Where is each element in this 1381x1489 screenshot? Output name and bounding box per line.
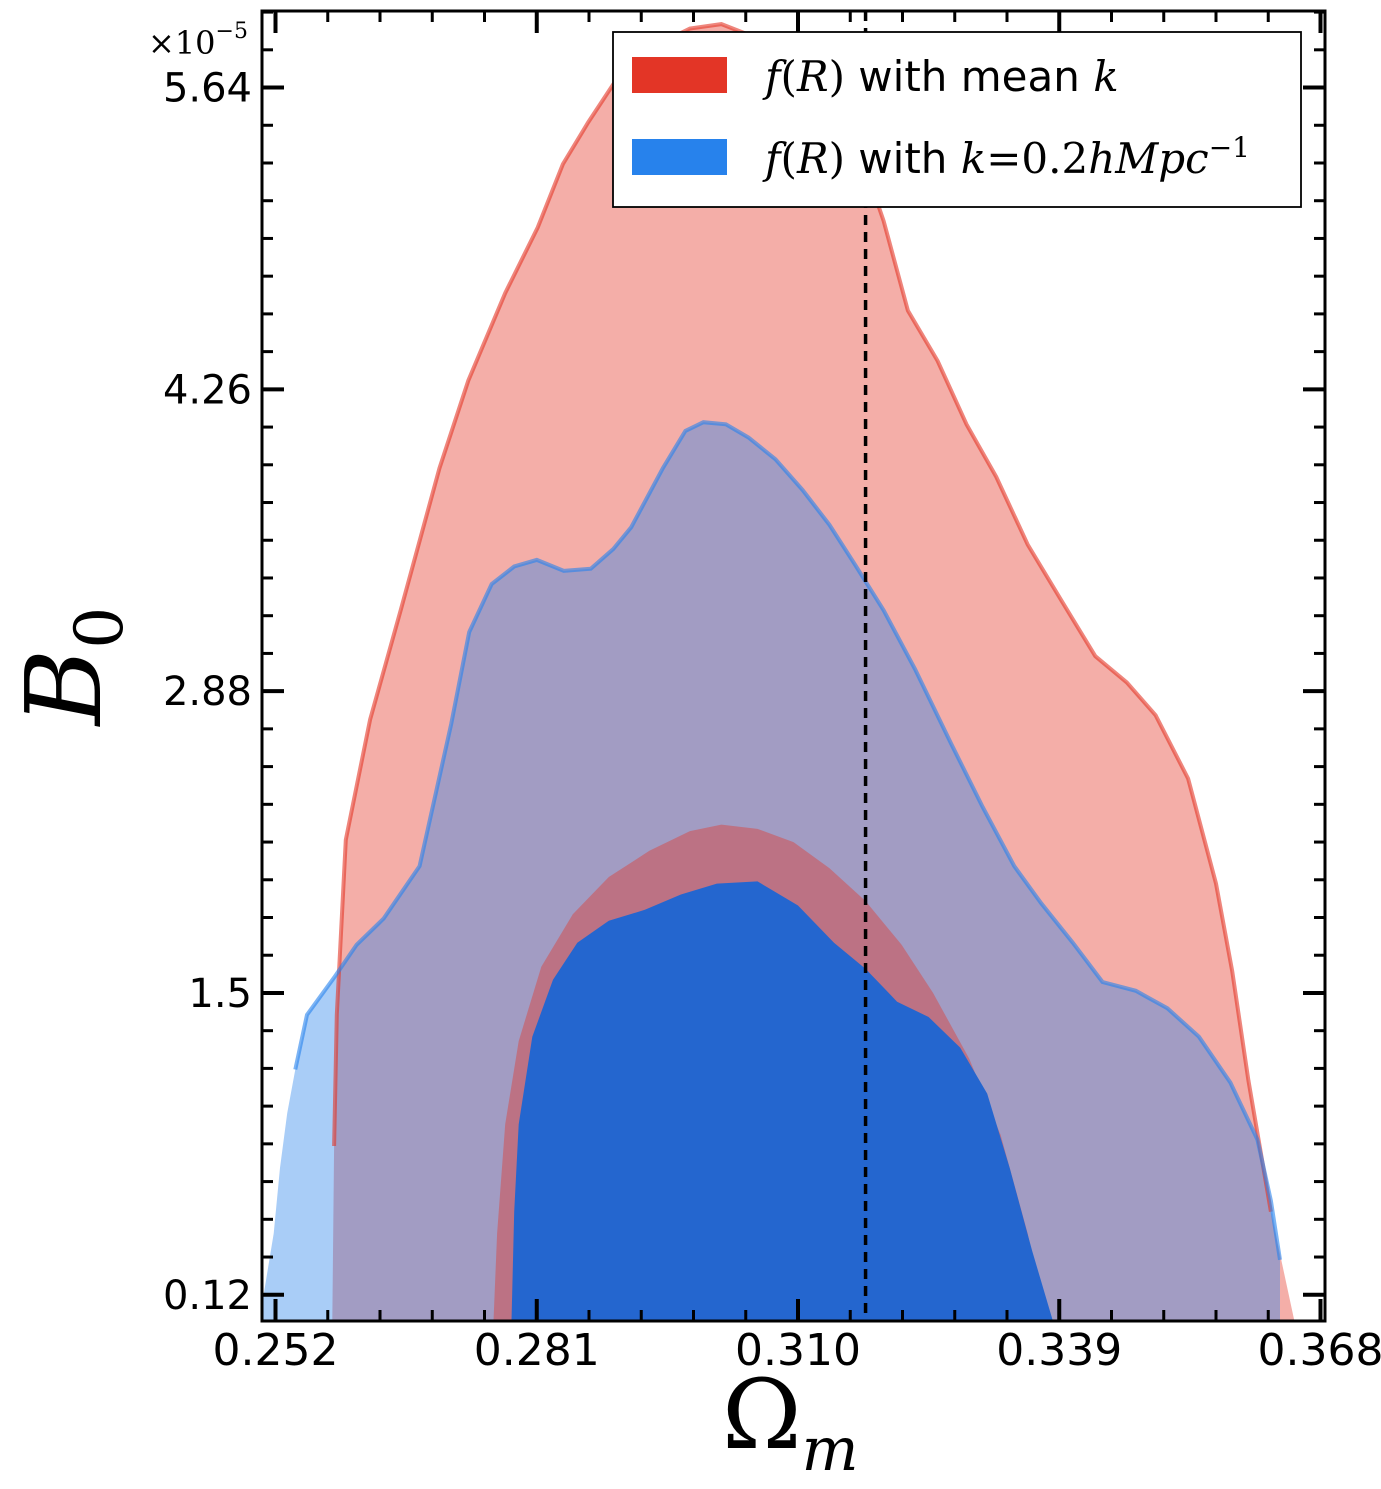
x-tick-label: 0.310 bbox=[735, 1325, 861, 1376]
legend-text-part: R bbox=[796, 134, 829, 183]
region-fixed-k-inner bbox=[511, 881, 1053, 1321]
legend-swatch-mean-k bbox=[632, 57, 727, 93]
legend-label-fixed-k: f(R) with k=0.2hMpc−1 bbox=[762, 131, 1250, 183]
legend-label-mean-k: f(R) with mean k bbox=[762, 52, 1119, 101]
y-tick-label: 0.12 bbox=[163, 1273, 252, 1319]
axis-ticks bbox=[262, 10, 1325, 1321]
legend-text-part: with bbox=[845, 134, 961, 183]
contour-line-fixed-k bbox=[293, 420, 1282, 1261]
legend-text-part: −1 bbox=[1209, 131, 1250, 164]
x-tick-label: 0.339 bbox=[996, 1325, 1122, 1376]
legend-swatch-fixed-k bbox=[632, 139, 727, 175]
y-tick-label: 2.88 bbox=[163, 669, 252, 715]
legend-text-part: R bbox=[796, 52, 829, 101]
legend-text-part: with mean bbox=[845, 52, 1093, 101]
x-axis-label: Ωm bbox=[722, 1359, 859, 1484]
x-tick-label: 0.252 bbox=[213, 1325, 339, 1376]
legend-text-part: k bbox=[1093, 52, 1118, 101]
legend-text-part: =0.2 bbox=[986, 134, 1088, 183]
y-multiplier: ×10−5 bbox=[148, 19, 248, 62]
y-tick-label: 1.5 bbox=[188, 971, 252, 1017]
region-fixed-k-outer bbox=[262, 422, 1280, 1321]
axis-tick-labels: 0.252 0.281 0.310 0.339 0.368 0.12 1.5 2.88 4.26… bbox=[163, 66, 1381, 1376]
x-tick-label: 0.281 bbox=[474, 1325, 600, 1376]
legend: f(R) with mean k f(R) with k=0.2hMpc−1 bbox=[612, 31, 1302, 208]
legend-box bbox=[612, 31, 1302, 208]
svg-text:B0: B0 bbox=[3, 607, 138, 727]
y-tick-label: 4.26 bbox=[163, 367, 252, 413]
plot-frame bbox=[260, 9, 1327, 1323]
x-tick-label: 0.368 bbox=[1258, 1325, 1381, 1376]
legend-text-part: k bbox=[961, 134, 986, 183]
y-tick-label: 5.64 bbox=[163, 66, 252, 112]
legend-text-part: ( bbox=[781, 134, 797, 183]
contour-regions bbox=[262, 22, 1295, 1321]
legend-text-part: ( bbox=[781, 52, 797, 101]
legend-text-part: hMpc bbox=[1088, 134, 1208, 183]
legend-text-part: ) bbox=[829, 52, 845, 101]
legend-text-part: ) bbox=[829, 134, 845, 183]
y-axis-label: B0 bbox=[3, 607, 138, 727]
